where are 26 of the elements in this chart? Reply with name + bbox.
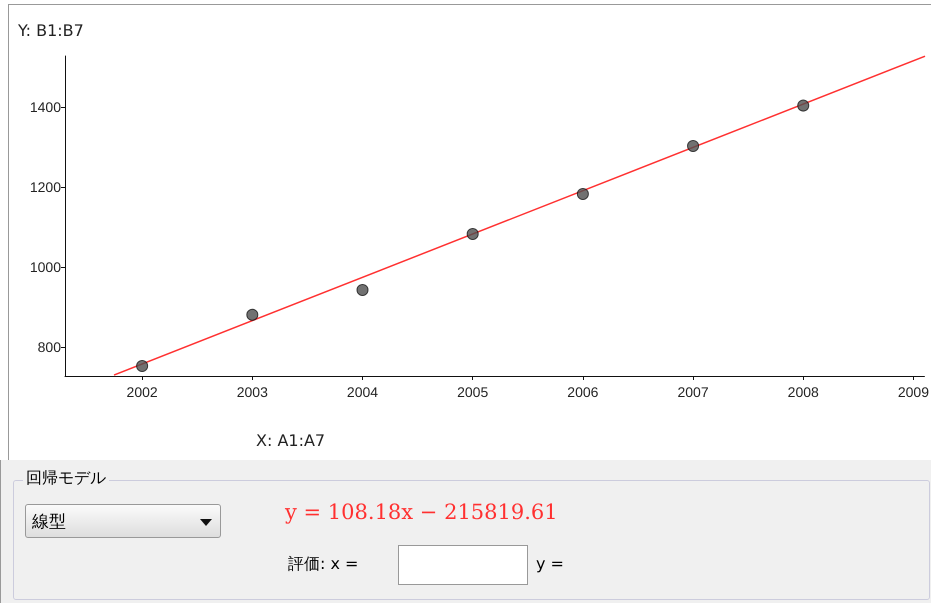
x-tick-label: 2002	[126, 384, 158, 400]
text: y =	[536, 554, 564, 573]
text: y = 108.18x − 215819.61	[285, 500, 558, 524]
y-tick-label: 1000	[30, 258, 62, 275]
point	[356, 284, 368, 296]
text: 回帰モデル	[23, 468, 109, 489]
point	[687, 140, 700, 152]
x-tick-label: 2007	[677, 384, 709, 400]
x-tick-label: 2008	[788, 384, 820, 400]
y-tick-label: 1200	[30, 178, 62, 195]
point	[797, 100, 810, 112]
text: 評価: x =	[288, 554, 358, 575]
dropdown-field: 線型	[25, 504, 221, 538]
x-axis-title: X: A1:A7	[256, 431, 326, 450]
x-tick-label: 2006	[567, 384, 599, 400]
y-axis-title: Y: B1:B7	[18, 21, 84, 40]
x-tick-label: 2004	[346, 384, 378, 400]
point	[246, 308, 258, 321]
y-tick-label: 1400	[30, 98, 62, 115]
y-tick-label: 800	[38, 338, 62, 355]
x-tick-label: 2009	[898, 384, 930, 400]
x-tick-label: 2005	[457, 384, 488, 400]
point	[466, 228, 479, 240]
x-tick-label: 2003	[236, 384, 268, 400]
point	[136, 360, 148, 372]
point	[576, 188, 589, 200]
